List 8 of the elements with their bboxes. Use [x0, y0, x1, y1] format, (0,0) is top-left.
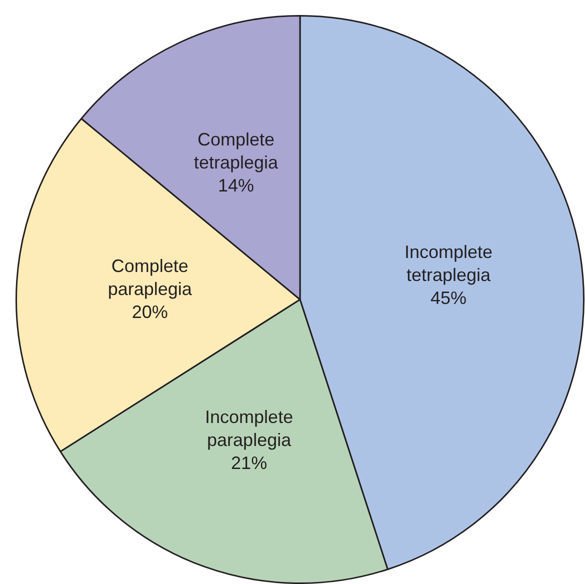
data-label: 14% [218, 175, 254, 196]
slice-label: Incomplete paraplegia [205, 406, 294, 450]
slice-label: Incomplete tetraplegia [404, 242, 493, 285]
data-label: 20% [132, 302, 168, 322]
data-label: 21% [231, 452, 268, 473]
slice-label: Complete tetraplegia [194, 129, 279, 172]
data-label: 45% [430, 288, 467, 308]
slice-label: Complete paraplegia [108, 256, 193, 300]
